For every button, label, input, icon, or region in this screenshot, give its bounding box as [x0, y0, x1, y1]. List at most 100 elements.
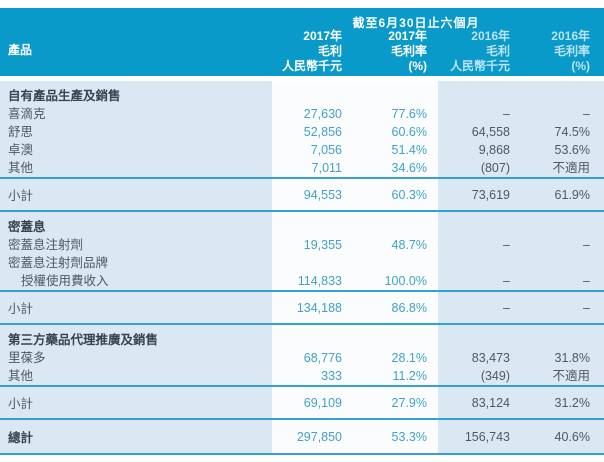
gross-profit-2016: 156,743: [464, 429, 510, 444]
table-body: 自有產品生產及銷售 喜滴克 27,630 77.6% – – 舒思 52,856…: [0, 81, 604, 455]
gross-profit-2017: 27,630: [303, 107, 342, 121]
column-header-2016-margin: 2016年 毛利率 (%): [520, 29, 604, 74]
gross-profit-2016: –: [503, 300, 510, 315]
section-title-row: 自有產品生產及銷售: [0, 87, 604, 105]
header-columns: 產品 2017年 毛利 人民幣千元 2017年 毛利率 (%) 2016年 毛利…: [0, 29, 604, 74]
margin-2017: 28.1%: [391, 351, 427, 365]
separator-line: [0, 385, 604, 387]
section-title: 自有產品生產及銷售: [8, 89, 121, 103]
column-year: 2017年: [303, 29, 342, 43]
section-title: 密蓋息: [8, 220, 46, 234]
separator-line: [0, 323, 604, 325]
gross-profit-2016: 83,124: [471, 395, 510, 410]
column-year: 2016年: [551, 29, 590, 43]
margin-2017: 100.0%: [384, 274, 427, 288]
gross-profit-2017: 333: [321, 369, 342, 383]
margin-2017: 53.3%: [391, 429, 427, 444]
gross-profit-2016: –: [503, 274, 510, 288]
product-row: 授權使用費收入 114,833 100.0% – –: [0, 272, 604, 290]
period-span-label: 截至6月30日止六個月: [352, 16, 480, 30]
gross-profit-2016: (807): [480, 161, 510, 175]
margin-2016: 31.2%: [554, 395, 590, 410]
gross-profit-2017: 7,011: [311, 161, 342, 175]
product-row: 密蓋息注射劑 19,355 48.7% – –: [0, 236, 604, 254]
margin-2017: 11.2%: [392, 369, 427, 383]
margin-2016: –: [583, 107, 590, 121]
product-name: 其他: [8, 161, 34, 175]
separator-line: [0, 210, 604, 212]
product-name: 舒思: [8, 125, 34, 139]
separator-line: [0, 177, 604, 179]
margin-2016: 61.9%: [554, 187, 590, 202]
margin-2016: –: [583, 238, 590, 252]
section-miacalcic: 密蓋息 密蓋息注射劑 19,355 48.7% – – 密蓋息注射劑品牌: [0, 212, 604, 290]
margin-2017: 60.3%: [391, 187, 427, 202]
margin-2016: 31.8%: [554, 351, 590, 365]
margin-2016: 不適用: [552, 369, 590, 383]
section-title-row: 第三方藥品代理推廣及銷售: [0, 331, 604, 349]
total-label: 總計: [8, 431, 34, 445]
margin-2016: 40.6%: [554, 429, 590, 444]
column-unit: (%): [571, 59, 590, 73]
column-unit: (%): [408, 59, 427, 73]
column-metric: 毛利: [485, 44, 510, 58]
gross-profit-2016: –: [503, 238, 510, 252]
subtotal-label: 小計: [8, 302, 34, 316]
gross-profit-2016: [438, 254, 520, 272]
gross-profit-2017: 69,109: [303, 395, 342, 410]
margin-2016: 53.6%: [554, 143, 590, 157]
gross-profit-2016: 64,558: [471, 125, 510, 139]
gross-profit-2016: 9,868: [478, 143, 510, 157]
product-row: 里葆多 68,776 28.1% 83,473 31.8%: [0, 349, 604, 367]
total-row: 總計 297,850 53.3% 156,743 40.6%: [0, 420, 604, 453]
product-name: 授權使用費收入: [21, 274, 109, 288]
separator-line: [0, 418, 604, 420]
column-metric: 毛利率: [390, 44, 427, 58]
column-metric: 毛利率: [553, 44, 590, 58]
gross-profit-2017: 68,776: [303, 351, 342, 365]
column-unit: 人民幣千元: [281, 59, 342, 73]
column-header-2016-gp: 2016年 毛利 人民幣千元: [438, 29, 520, 74]
column-year: 2017年: [388, 29, 427, 43]
section-own-products: 自有產品生產及銷售 喜滴克 27,630 77.6% – – 舒思 52,856…: [0, 81, 604, 177]
gross-profit-2017: 94,553: [303, 187, 342, 202]
product-row: 卓澳 7,056 51.4% 9,868 53.6%: [0, 141, 604, 159]
product-name: 密蓋息注射劑品牌: [8, 256, 109, 270]
margin-2017: 60.6%: [391, 125, 427, 139]
column-unit: 人民幣千元: [449, 59, 510, 73]
margin-2017: 86.8%: [391, 300, 427, 315]
margin-2016: 不適用: [552, 161, 590, 175]
product-row: 其他 333 11.2% (349) 不適用: [0, 367, 604, 385]
product-name: 卓澳: [8, 143, 34, 157]
margin-2017: 34.6%: [391, 161, 427, 175]
gross-profit-2017: 114,833: [297, 274, 342, 288]
margin-2017: 77.6%: [391, 107, 427, 121]
section-third-party: 第三方藥品代理推廣及銷售 里葆多 68,776 28.1% 83,473 31.…: [0, 325, 604, 385]
product-name: 密蓋息注射劑: [8, 238, 84, 252]
table-header: 截至6月30日止六個月 產品 2017年 毛利 人民幣千元 2017年 毛利率 …: [0, 8, 604, 76]
gross-profit-2016: 83,473: [471, 351, 510, 365]
column-header-2017-gp: 2017年 毛利 人民幣千元: [272, 29, 347, 74]
section-title: 第三方藥品代理推廣及銷售: [8, 333, 159, 347]
subtotal-label: 小計: [8, 189, 34, 203]
gross-profit-2016: 73,619: [471, 187, 510, 202]
column-metric: 毛利: [317, 44, 342, 58]
margin-2017: 27.9%: [391, 395, 427, 410]
separator-line: [0, 290, 604, 292]
margin-2016: –: [583, 300, 590, 315]
gross-profit-2016: –: [503, 107, 510, 121]
subtotal-row: 小計 69,109 27.9% 83,124 31.2%: [0, 387, 604, 418]
gross-profit-2017: 7,056: [310, 143, 342, 157]
gross-profit-2017: 134,188: [296, 300, 342, 315]
margin-2016: [520, 254, 604, 272]
column-year: 2016年: [471, 29, 510, 43]
product-row: 舒思 52,856 60.6% 64,558 74.5%: [0, 123, 604, 141]
subtotal-row: 小計 134,188 86.8% – –: [0, 292, 604, 323]
table-rows: 自有產品生產及銷售 喜滴克 27,630 77.6% – – 舒思 52,856…: [0, 81, 604, 453]
margin-2017: 48.7%: [391, 238, 427, 252]
product-name: 其他: [8, 369, 34, 383]
gross-profit-2017: [272, 254, 347, 272]
product-name: 喜滴克: [8, 107, 46, 121]
margin-2016: –: [583, 274, 590, 288]
